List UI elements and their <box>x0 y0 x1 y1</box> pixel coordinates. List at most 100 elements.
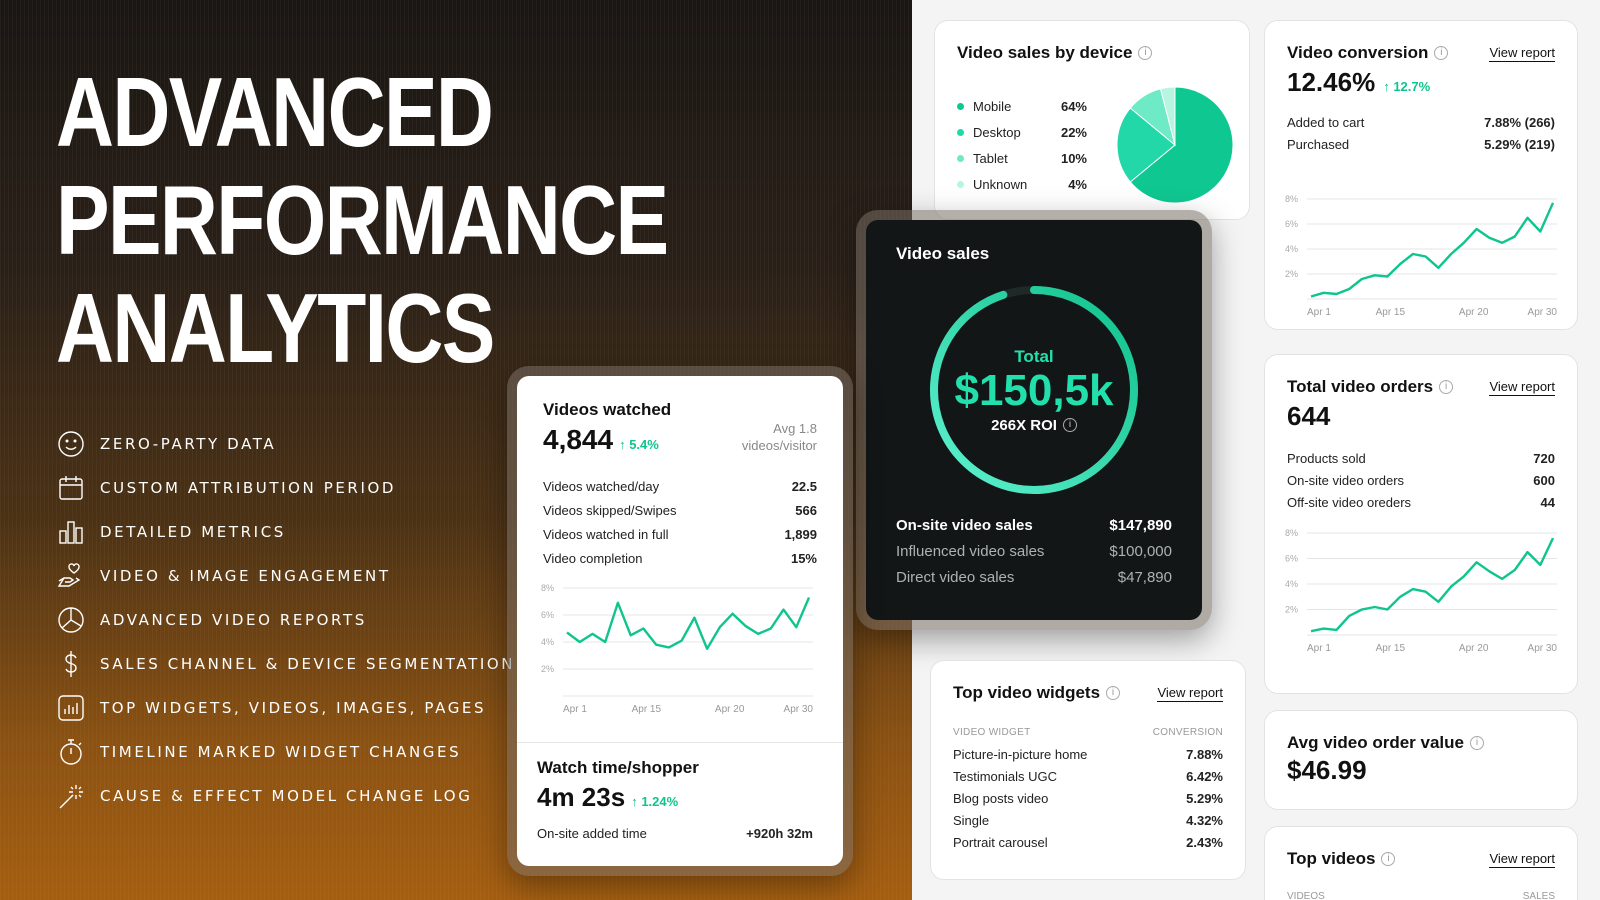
x-tick-label: Apr 1 <box>563 704 587 715</box>
total-value: $150,5k <box>954 365 1114 415</box>
y-tick-label: 8% <box>1285 528 1298 538</box>
roi-row: 266X ROI i <box>991 417 1077 434</box>
column-header: CONVERSION <box>1152 726 1223 738</box>
view-report-link[interactable]: View report <box>1157 685 1223 702</box>
y-tick-label: 2% <box>1285 269 1298 279</box>
videos-watched-card: Videos watched 4,844 ↑ 5.4% Avg 1.8 vide… <box>517 376 843 866</box>
legend-pct: 10% <box>1060 150 1087 166</box>
table-row[interactable]: Single 4.32% <box>953 809 1223 831</box>
table-row[interactable]: Blog posts video 5.29% <box>953 787 1223 809</box>
aov-card: Avg video order value i $46.99 <box>1264 710 1578 810</box>
widget-name: Testimonials UGC <box>953 768 1058 784</box>
metric-label: Off-site video oreders <box>1287 494 1412 510</box>
delta-badge: ↑ 1.24% <box>631 794 679 809</box>
watched-value: 4,844 <box>543 424 614 455</box>
card-title-text: Total video orders <box>1287 377 1434 396</box>
watch-time-title: Watch time/shopper <box>537 758 699 777</box>
sales-row: Influenced video sales $100,000 <box>896 538 1172 564</box>
legend-pct: 4% <box>1068 176 1087 192</box>
feature-label: DETAILED METRICS <box>100 523 286 541</box>
sales-row: Direct video sales $47,890 <box>896 564 1172 590</box>
metric-row: Purchased 5.29% (219) <box>1287 133 1555 155</box>
info-icon[interactable]: i <box>1381 852 1396 866</box>
metric-value-row: 4,844 ↑ 5.4% <box>543 424 659 456</box>
pie-slice-mobile[interactable] <box>1129 86 1234 204</box>
sales-value: $47,890 <box>1117 568 1172 586</box>
delta-value: 12.7% <box>1393 79 1431 94</box>
total-label: Total <box>1014 346 1054 366</box>
card-title-text: Top videos <box>1287 849 1376 868</box>
watch-time-value: 4m 23s <box>537 782 626 812</box>
x-tick-label: Apr 1 <box>1307 307 1331 318</box>
legend-name: Unknown <box>973 176 1028 192</box>
widget-conversion: 6.42% <box>1186 768 1223 784</box>
metric-label: Added to cart <box>1287 114 1365 130</box>
legend-pct: 22% <box>1060 124 1087 140</box>
view-report-link[interactable]: View report <box>1489 379 1555 396</box>
card-title: Total video orders i <box>1287 377 1454 397</box>
legend-name: Desktop <box>973 124 1021 140</box>
widgets-table: VIDEO WIDGET CONVERSION Picture-in-pictur… <box>953 721 1223 853</box>
sales-value: $100,000 <box>1109 542 1172 560</box>
video-sales-card: Video sales Total $150,5k 266X ROI i On-… <box>866 220 1202 620</box>
card-title: Video conversion i <box>1287 43 1449 63</box>
info-icon[interactable]: i <box>1434 46 1449 60</box>
feature-item: ZERO-PARTY DATA <box>56 422 515 466</box>
info-icon[interactable]: i <box>1106 686 1121 700</box>
info-icon[interactable]: i <box>1062 418 1077 432</box>
series-line <box>1310 202 1555 298</box>
info-icon[interactable]: i <box>1439 380 1454 394</box>
delta-badge: ↑ 5.4% <box>619 437 659 452</box>
hand-heart-icon <box>57 563 81 587</box>
sales-label: Direct video sales <box>896 568 1015 586</box>
card-title: Video sales by device i <box>957 43 1153 63</box>
table-row[interactable]: Picture-in-picture home 7.88% <box>953 743 1223 765</box>
pie-slice-unknown[interactable] <box>1159 86 1176 146</box>
legend-item: Unknown 4% <box>957 171 1087 197</box>
report-chart-icon <box>58 695 84 721</box>
device-legend: Mobile 64% Desktop 22% Tablet 10% Unknown 4% <box>957 93 1087 197</box>
y-tick-label: 8% <box>541 583 554 593</box>
watched-line-chart: 8% 6% 4% 2% Apr 1 Apr 15 Apr 20 Apr 30 <box>541 583 813 715</box>
hero-title-line: ADVANCED <box>56 57 494 167</box>
hero-title-line: PERFORMANCE <box>56 165 669 275</box>
calendar-icon <box>59 476 83 500</box>
x-tick-label: Apr 20 <box>1459 643 1489 654</box>
legend-item: Mobile 64% <box>957 93 1087 119</box>
pie-slice-desktop[interactable] <box>1116 107 1176 183</box>
metric-value: +920h 32m <box>746 825 813 841</box>
orders-value: 644 <box>1287 401 1331 431</box>
y-tick-label: 2% <box>1285 605 1298 615</box>
metric-label: Videos watched in full <box>543 526 669 542</box>
legend-dot <box>957 102 964 110</box>
legend-item: Tablet 10% <box>957 145 1087 171</box>
legend-dot <box>957 154 964 162</box>
feature-label: CUSTOM ATTRIBUTION PERIOD <box>100 479 397 497</box>
metric-value: 566 <box>795 502 817 518</box>
view-report-link[interactable]: View report <box>1489 851 1555 868</box>
table-row[interactable]: Portrait carousel 2.43% <box>953 831 1223 853</box>
column-header: VIDEO WIDGET <box>953 726 1031 738</box>
top-videos-card: Top videos i View report VIDEOS SALES <box>1264 826 1578 900</box>
feature-item: TIMELINE MARKED WIDGET CHANGES <box>56 730 515 774</box>
x-tick-label: Apr 15 <box>1376 307 1406 318</box>
conversion-card: Video conversion i View report 12.46% ↑ … <box>1264 20 1578 330</box>
card-title: Video sales <box>896 244 990 263</box>
y-tick-label: 4% <box>1285 579 1298 589</box>
metric-label: Products sold <box>1287 450 1366 466</box>
feature-item: SALES CHANNEL & DEVICE SEGMENTATION <box>56 642 515 686</box>
view-report-link[interactable]: View report <box>1489 45 1555 62</box>
legend-item: Desktop 22% <box>957 119 1087 145</box>
feature-item: TOP WIDGETS, VIDEOS, IMAGES, PAGES <box>56 686 515 730</box>
table-row[interactable]: Testimonials UGC 6.42% <box>953 765 1223 787</box>
dollar-icon <box>65 651 77 677</box>
info-icon[interactable]: i <box>1138 46 1153 60</box>
info-icon[interactable]: i <box>1469 736 1484 750</box>
card-title-text: Top video widgets <box>953 683 1101 702</box>
legend-dot <box>957 180 964 188</box>
feature-label: TIMELINE MARKED WIDGET CHANGES <box>100 743 462 761</box>
legend-dot <box>957 128 964 136</box>
y-tick-label: 8% <box>1285 194 1298 204</box>
metric-label: On-site video orders <box>1287 472 1405 488</box>
metric-row: On-site added time +920h 32m <box>537 822 813 844</box>
